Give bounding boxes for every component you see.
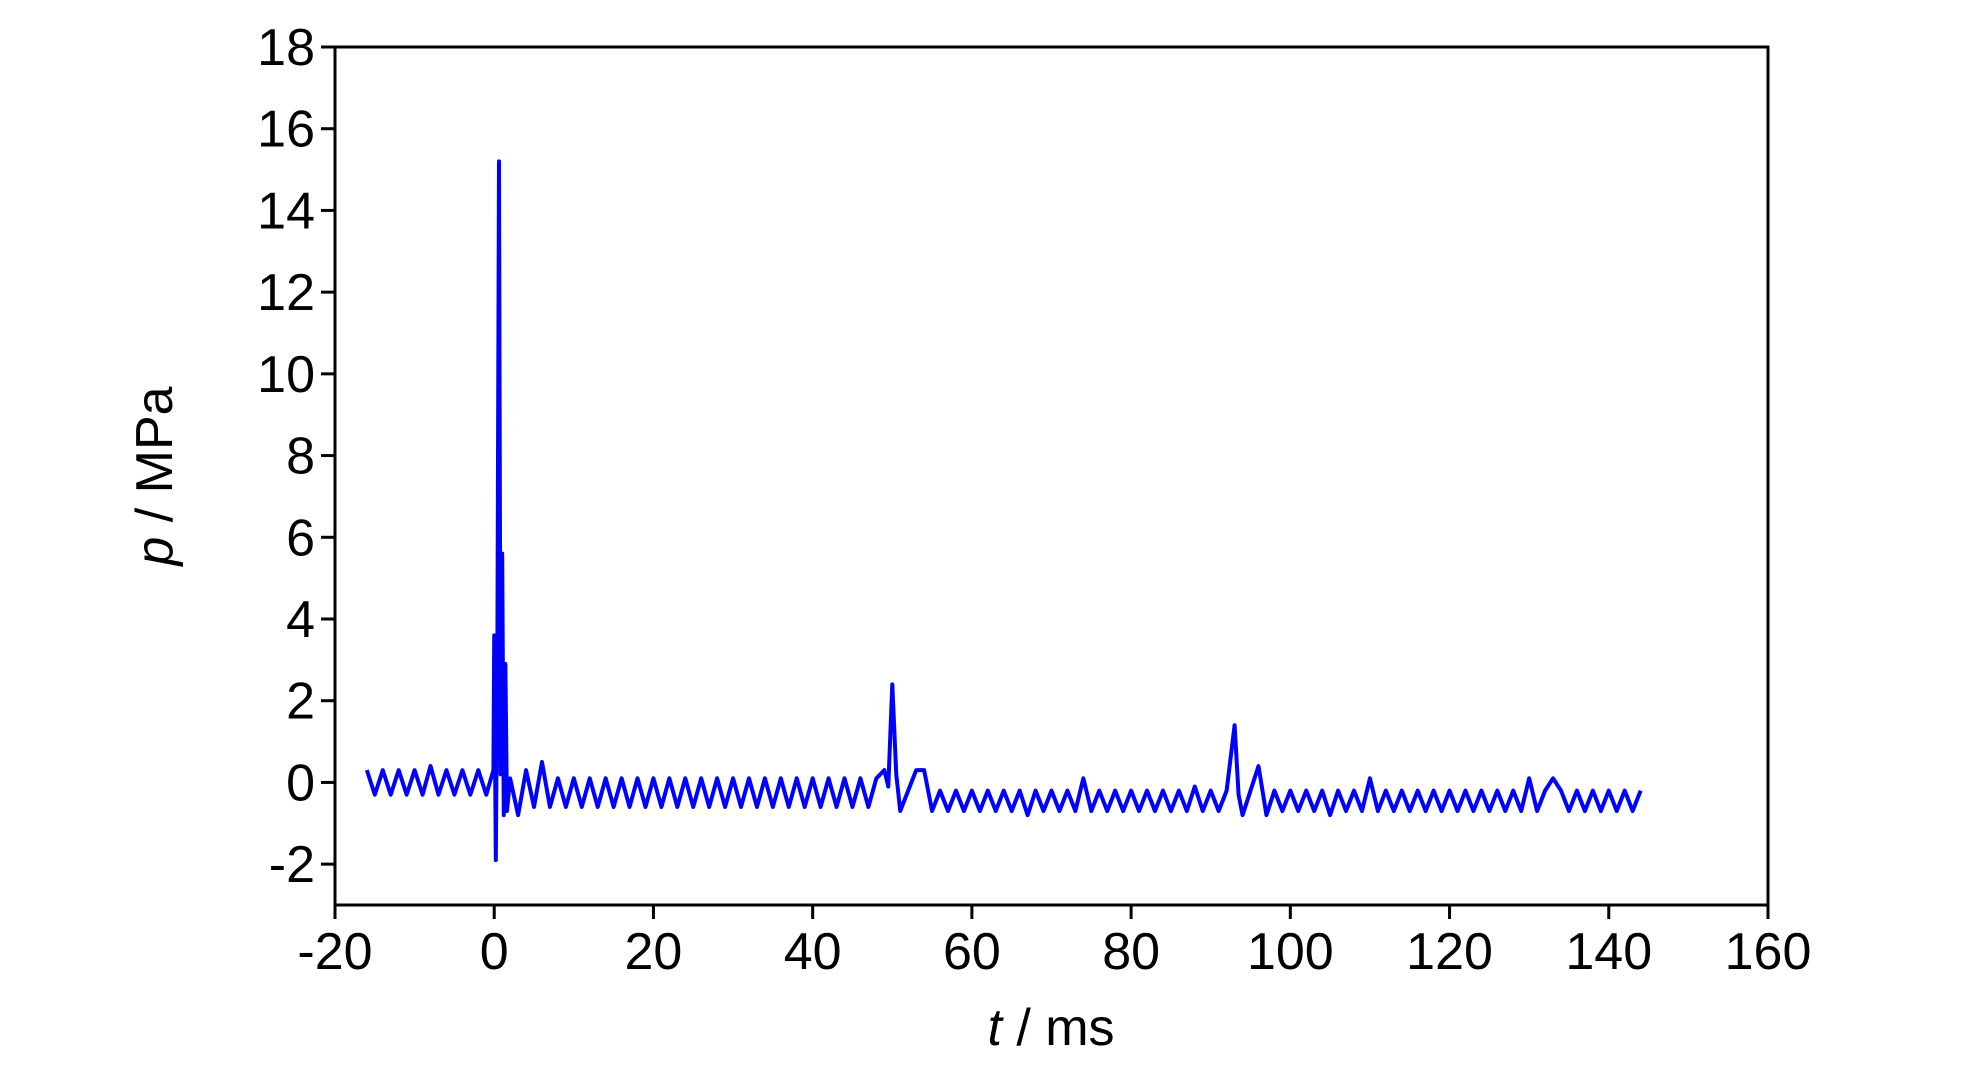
x-tick-label: 160: [1725, 923, 1812, 981]
x-tick-label: 100: [1247, 923, 1334, 981]
y-axis-unit: / MPa: [126, 386, 184, 536]
x-tick-label: 40: [784, 923, 842, 981]
y-tick-label: 6: [286, 509, 315, 567]
y-tick-label: 2: [286, 673, 315, 731]
y-tick-label: 16: [257, 101, 315, 159]
plot-frame: [333, 45, 1770, 907]
y-tick-label: 12: [257, 264, 315, 322]
x-tick-label: 120: [1406, 923, 1493, 981]
y-tick-label: 18: [257, 19, 315, 77]
x-axis-unit: / ms: [1002, 999, 1115, 1057]
y-axis-label: p / MPa: [126, 386, 184, 567]
y-axis-symbol: p: [126, 537, 184, 568]
x-axis-label: t / ms: [987, 999, 1114, 1057]
x-tick-label: 140: [1565, 923, 1652, 981]
data-line: [364, 159, 1643, 863]
x-tick-label: 20: [625, 923, 683, 981]
y-tick-label: 4: [286, 591, 315, 649]
y-tick-label: 10: [257, 346, 315, 404]
y-tick-label: 14: [257, 182, 315, 240]
x-tick-label: 0: [480, 923, 509, 981]
x-tick-label: -20: [297, 923, 372, 981]
y-tick-label: 0: [286, 754, 315, 812]
y-tick-label: -2: [269, 836, 315, 894]
x-axis-symbol: t: [987, 999, 1004, 1057]
y-tick-label: 8: [286, 428, 315, 486]
x-tick-label: 80: [1102, 923, 1160, 981]
x-tick-label: 60: [943, 923, 1001, 981]
